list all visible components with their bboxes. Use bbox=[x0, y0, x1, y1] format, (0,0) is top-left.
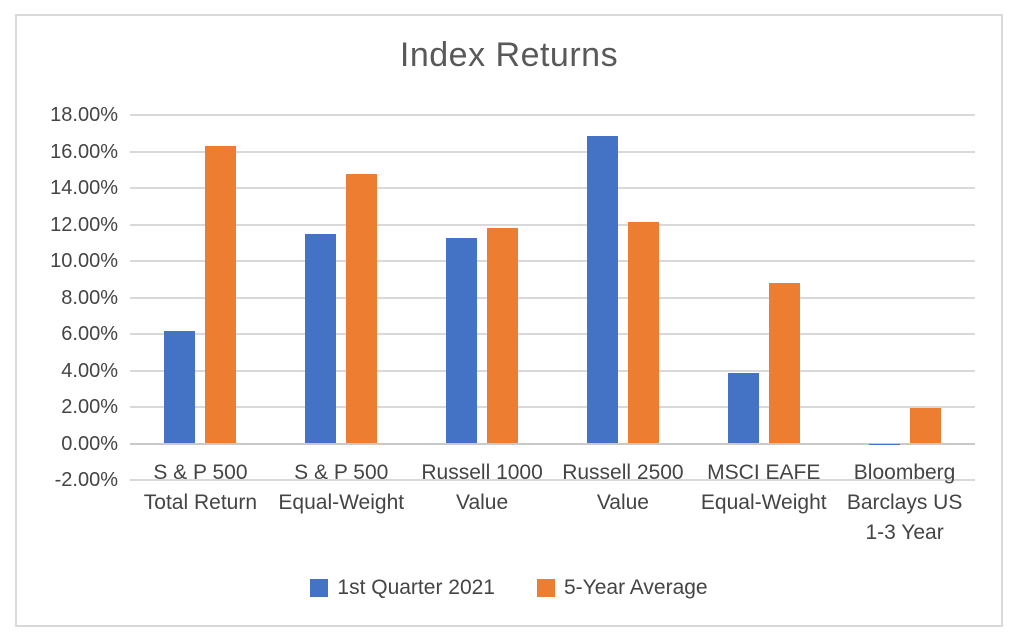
y-tick-label-14.00%: 14.00% bbox=[50, 177, 118, 199]
y-tick-label-18.00%: 18.00% bbox=[50, 104, 118, 126]
y-tick-label-10.00%: 10.00% bbox=[50, 250, 118, 272]
x-category-label-3: Russell 2500 Value bbox=[545, 458, 701, 518]
bar-series-0-category-1 bbox=[305, 233, 337, 444]
x-category-label-line: Value bbox=[456, 491, 509, 514]
x-category-label-line: S & P 500 bbox=[153, 461, 248, 484]
legend: 1st Quarter 2021 5-Year Average bbox=[15, 576, 1003, 600]
gridline-12.00% bbox=[130, 223, 975, 226]
y-tick-label-12.00%: 12.00% bbox=[50, 213, 118, 236]
bar-series-0-category-2 bbox=[446, 238, 478, 444]
y-tick-label-6.00%: 6.00% bbox=[61, 323, 118, 345]
x-category-label-1: S & P 500 Equal-Weight bbox=[263, 458, 419, 518]
y-tick-label-4.00%: 4.00% bbox=[61, 359, 118, 382]
bar-series-1-category-4 bbox=[768, 282, 800, 444]
bar-series-0-category-3 bbox=[586, 136, 618, 444]
legend-label: 1st Quarter 2021 bbox=[337, 576, 495, 599]
gridline-0.00% bbox=[130, 442, 975, 445]
x-category-label-line: MSCI EAFE bbox=[707, 461, 821, 484]
bar-series-1-category-1 bbox=[346, 174, 378, 444]
x-category-label-line: Russell 2500 bbox=[562, 461, 684, 484]
gridline-6.00% bbox=[130, 333, 975, 335]
legend-item-5-year-average: 5-Year Average bbox=[536, 576, 708, 600]
x-category-label-line: 1-3 Year bbox=[865, 521, 944, 544]
legend-label: 5-Year Average bbox=[563, 576, 708, 599]
chart-title: Index Returns bbox=[399, 36, 619, 74]
gridline-10.00% bbox=[130, 260, 975, 262]
bar-series-0-category-0 bbox=[164, 330, 196, 444]
bar-series-1-category-3 bbox=[627, 221, 659, 444]
x-category-label-line: Barclays US bbox=[846, 491, 963, 514]
gridline-4.00% bbox=[130, 369, 975, 372]
gridline-16.00% bbox=[130, 150, 975, 153]
bar-series-1-category-2 bbox=[487, 228, 519, 444]
x-category-label-line: S & P 500 bbox=[294, 461, 389, 484]
bar-series-0-category-5 bbox=[868, 443, 900, 445]
y-tick-label-0.00%: 0.00% bbox=[61, 432, 118, 455]
x-category-label-line: Value bbox=[596, 491, 649, 514]
gridline-14.00% bbox=[130, 187, 975, 189]
x-category-label-line: Russell 1000 bbox=[421, 461, 543, 484]
y-tick-label-8.00%: 8.00% bbox=[61, 286, 118, 309]
x-category-label-5: Bloomberg Barclays US 1-3 Year bbox=[827, 458, 983, 548]
legend-item-1st-quarter-2021: 1st Quarter 2021 bbox=[310, 576, 495, 600]
x-category-label-line: Bloomberg bbox=[853, 461, 956, 484]
bar-series-0-category-4 bbox=[727, 373, 759, 444]
x-category-label-line: Equal-Weight bbox=[278, 491, 405, 514]
x-category-label-2: Russell 1000 Value bbox=[404, 458, 560, 518]
gridline-18.00% bbox=[130, 114, 975, 116]
legend-swatch-icon bbox=[310, 579, 329, 597]
x-category-label-line: Equal-Weight bbox=[700, 491, 827, 514]
y-tick-label--2.00%: -2.00% bbox=[54, 469, 118, 491]
gridline-8.00% bbox=[130, 296, 975, 299]
y-tick-label-2.00%: 2.00% bbox=[61, 396, 118, 418]
legend-swatch-icon bbox=[536, 579, 555, 597]
gridline-2.00% bbox=[130, 406, 975, 408]
bar-series-1-category-5 bbox=[909, 408, 941, 444]
gridline--2.00% bbox=[130, 479, 975, 481]
x-category-label-line: Total Return bbox=[143, 491, 258, 514]
x-category-label-0: S & P 500 Total Return bbox=[122, 458, 278, 518]
x-category-label-4: MSCI EAFE Equal-Weight bbox=[686, 458, 842, 518]
y-tick-label-16.00%: 16.00% bbox=[50, 140, 118, 163]
bar-series-1-category-0 bbox=[205, 146, 237, 444]
